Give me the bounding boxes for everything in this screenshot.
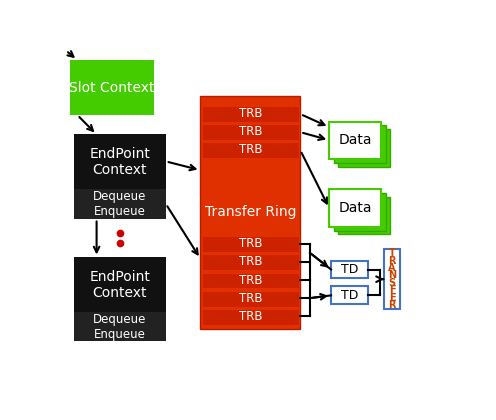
Bar	[69, 60, 154, 115]
Text: R: R	[388, 255, 396, 265]
Bar	[338, 129, 390, 166]
Text: Dequeue
Enqueue: Dequeue Enqueue	[93, 190, 146, 218]
Text: TRB: TRB	[239, 237, 262, 250]
Text: N: N	[388, 270, 396, 281]
Text: TRB: TRB	[239, 291, 262, 304]
Bar	[334, 193, 386, 231]
Text: TD: TD	[341, 289, 358, 302]
Bar	[202, 291, 299, 307]
Bar	[331, 260, 368, 278]
Text: TRB: TRB	[239, 143, 262, 156]
Text: S: S	[389, 278, 396, 288]
Text: Slot Context: Slot Context	[69, 81, 155, 94]
Bar	[202, 124, 299, 140]
Bar	[202, 309, 299, 325]
Bar	[202, 142, 299, 158]
Bar	[73, 257, 166, 341]
Bar	[334, 126, 386, 163]
Bar	[202, 255, 299, 270]
Text: Data: Data	[338, 201, 372, 215]
Text: Data: Data	[338, 133, 372, 147]
Bar	[202, 106, 299, 122]
Bar	[329, 121, 381, 159]
Text: R: R	[388, 300, 396, 310]
Text: Dequeue
Enqueue: Dequeue Enqueue	[93, 313, 146, 341]
Text: Transfer Ring: Transfer Ring	[205, 205, 296, 219]
Bar	[338, 197, 390, 234]
Bar	[73, 312, 166, 341]
Text: TRB: TRB	[239, 273, 262, 286]
Bar	[202, 273, 299, 289]
Text: TD: TD	[341, 263, 358, 276]
Text: EndPoint
Context: EndPoint Context	[89, 147, 150, 177]
Text: TRB: TRB	[239, 107, 262, 120]
Text: TRB: TRB	[239, 125, 262, 138]
Bar	[329, 189, 381, 227]
Text: F: F	[389, 286, 395, 295]
Text: EndPoint
Context: EndPoint Context	[89, 270, 150, 300]
Bar	[73, 189, 166, 218]
Text: TRB: TRB	[239, 310, 262, 323]
Bar	[202, 236, 299, 252]
Bar	[200, 96, 301, 328]
Text: TRB: TRB	[239, 255, 262, 268]
Text: E: E	[389, 293, 395, 303]
Text: T: T	[389, 248, 396, 258]
Bar	[73, 134, 166, 218]
Bar	[331, 286, 368, 304]
Text: A: A	[388, 263, 396, 273]
Bar	[384, 249, 400, 309]
